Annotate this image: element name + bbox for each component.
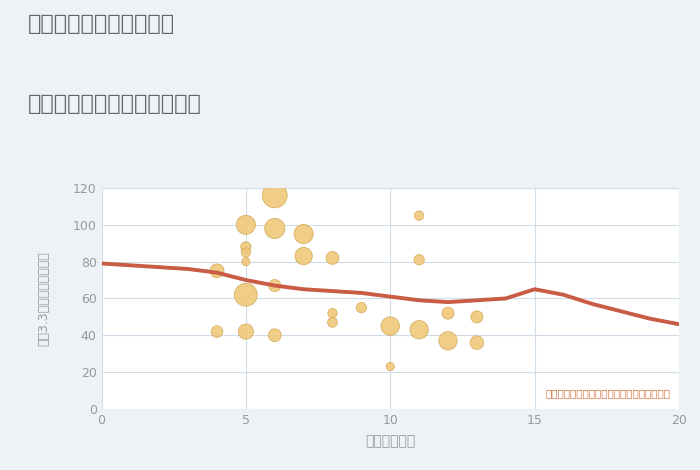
- Point: [442, 309, 454, 317]
- Text: 坪（3.3㎡）単価（万円）: 坪（3.3㎡）単価（万円）: [37, 251, 50, 346]
- Point: [385, 322, 396, 330]
- Point: [269, 331, 280, 339]
- Point: [240, 243, 251, 251]
- Text: 三重県四日市市高見台の: 三重県四日市市高見台の: [28, 14, 175, 34]
- Point: [240, 291, 251, 298]
- Point: [356, 304, 367, 312]
- Point: [442, 337, 454, 345]
- Point: [385, 363, 396, 370]
- Point: [269, 192, 280, 199]
- Point: [240, 221, 251, 228]
- Point: [211, 328, 223, 336]
- Point: [240, 258, 251, 266]
- X-axis label: 駅距離（分）: 駅距離（分）: [365, 434, 415, 448]
- Point: [298, 252, 309, 260]
- Point: [298, 230, 309, 238]
- Point: [240, 249, 251, 256]
- Point: [269, 282, 280, 290]
- Point: [471, 313, 482, 321]
- Point: [327, 309, 338, 317]
- Text: 駅距離別中古マンション価格: 駅距離別中古マンション価格: [28, 94, 202, 114]
- Point: [327, 254, 338, 262]
- Text: 円の大きさは、取引のあった物件面積を示す: 円の大きさは、取引のあった物件面積を示す: [545, 388, 671, 398]
- Point: [414, 256, 425, 264]
- Point: [327, 319, 338, 326]
- Point: [211, 267, 223, 274]
- Point: [414, 212, 425, 219]
- Point: [414, 326, 425, 334]
- Point: [240, 328, 251, 336]
- Point: [269, 225, 280, 232]
- Point: [471, 339, 482, 346]
